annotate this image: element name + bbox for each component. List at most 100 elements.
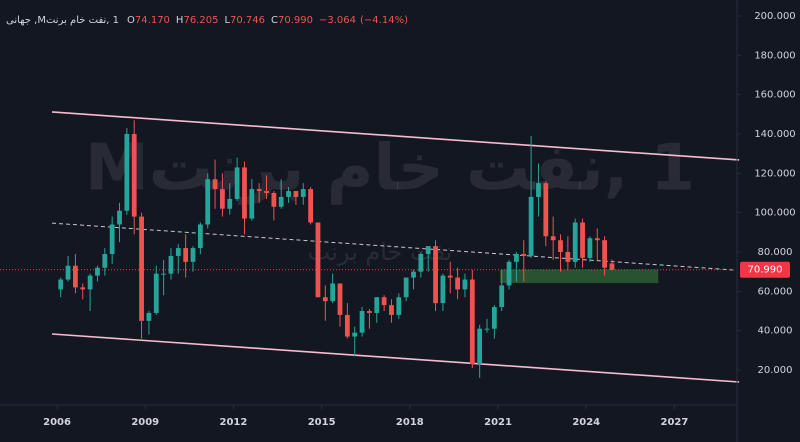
last-price-box	[740, 261, 790, 278]
y-tick-label: 180.000	[754, 50, 795, 61]
y-tick-label: 80.000	[758, 247, 793, 258]
candle-body	[411, 271, 416, 278]
candle-body	[278, 196, 284, 207]
candle-body	[139, 216, 144, 321]
candle-body	[168, 255, 174, 274]
candle-body	[484, 328, 490, 330]
trend-line	[51, 111, 740, 161]
candle-body	[572, 222, 578, 262]
header: 1 ,نفت خام برنتM, جهانی O74.170 H76.205 L70…	[6, 15, 408, 26]
candle-body	[117, 210, 122, 225]
ohlc-value: 74.170	[135, 15, 170, 26]
candle-body	[175, 248, 181, 256]
watermark: 1 ,نفت خام برنتM	[85, 132, 695, 206]
support-zone	[500, 269, 659, 284]
candle-body	[521, 253, 527, 256]
y-tick-label: 140.000	[754, 129, 795, 140]
candle-body	[337, 283, 343, 315]
candle-body	[344, 314, 350, 337]
candle-body	[359, 310, 365, 333]
candle-body	[558, 240, 563, 252]
candle-body	[609, 263, 615, 270]
x-tick-label: 2024	[572, 417, 600, 428]
ohlc-key: O	[127, 15, 135, 26]
candle-body	[469, 279, 475, 365]
candle-body	[543, 183, 549, 237]
ohlc-value: 76.205	[183, 15, 218, 26]
candle-body	[433, 246, 438, 304]
candle-body	[506, 261, 512, 286]
candle-body	[256, 189, 262, 192]
candle-body	[271, 193, 277, 207]
x-tick-label: 2009	[131, 417, 159, 428]
change: −3.064	[319, 15, 356, 26]
candle-body	[550, 236, 556, 241]
x-tick-label: 2012	[220, 417, 248, 428]
candle-body	[455, 277, 460, 290]
x-tick-label: 2015	[308, 417, 336, 428]
candle-body	[418, 253, 424, 272]
candle-body	[594, 238, 600, 241]
candle-body	[220, 189, 225, 209]
x-tick-label: 2018	[396, 417, 424, 428]
candle-body	[153, 273, 159, 313]
watermark-sub: نفت خام برنت	[308, 238, 453, 266]
x-tick-label: 2027	[661, 417, 689, 428]
y-tick-label: 160.000	[754, 90, 795, 101]
ohlc-value: 70.746	[230, 15, 265, 26]
last-price-label: 70.990	[748, 265, 783, 276]
y-tick-label: 40.000	[758, 326, 793, 337]
candle-body	[602, 240, 607, 268]
candle-body	[58, 279, 64, 290]
candle-body	[396, 297, 402, 315]
candle-body	[374, 297, 380, 313]
y-tick-label: 60.000	[758, 286, 793, 297]
candle-body	[440, 275, 446, 304]
candle-body	[389, 305, 394, 315]
candle-body	[499, 285, 505, 308]
candle-body	[322, 297, 328, 302]
candle-body	[491, 307, 497, 329]
candle-body	[146, 312, 152, 321]
ohlc-key: H	[176, 15, 184, 26]
candle-body	[264, 191, 269, 194]
candle-body	[514, 253, 519, 262]
candle-body	[161, 273, 166, 275]
ohlc-key: L	[224, 15, 230, 26]
change-pct: (−4.14%)	[360, 15, 408, 26]
candle-body	[234, 167, 240, 199]
candle-body	[477, 328, 483, 365]
candle-body	[249, 189, 255, 219]
candle-body	[300, 189, 306, 197]
candle-body	[197, 224, 203, 249]
trend-line	[51, 333, 740, 383]
candle-body	[124, 134, 130, 211]
y-tick-label: 20.000	[758, 365, 793, 376]
candle-body	[565, 251, 571, 262]
candle-body	[587, 238, 593, 258]
candle-body	[330, 283, 336, 302]
candle-body	[462, 279, 468, 290]
x-tick-label: 2021	[484, 417, 512, 428]
candle-body	[352, 332, 358, 337]
candle-body	[367, 310, 372, 313]
candle-body	[286, 191, 291, 197]
candle-body	[425, 246, 431, 254]
x-tick-label: 2006	[43, 417, 71, 428]
y-tick-label: 200.000	[754, 11, 795, 22]
candle-body	[528, 196, 534, 256]
candle-body	[308, 189, 313, 223]
y-tick-label: 100.000	[754, 208, 795, 219]
ohlc-value: 70.990	[278, 15, 313, 26]
candle-body	[80, 287, 86, 290]
candle-body	[212, 179, 218, 190]
plot-area: 1 ,نفت خام برنتM نفت خام برنت	[0, 111, 740, 383]
trend-line	[52, 222, 736, 271]
y-tick-label: 120.000	[754, 168, 795, 179]
candle-body	[381, 297, 387, 306]
candle-body	[65, 265, 71, 280]
candle-body	[536, 183, 541, 197]
candle-body	[73, 265, 78, 288]
ohlc-key: C	[271, 15, 278, 26]
